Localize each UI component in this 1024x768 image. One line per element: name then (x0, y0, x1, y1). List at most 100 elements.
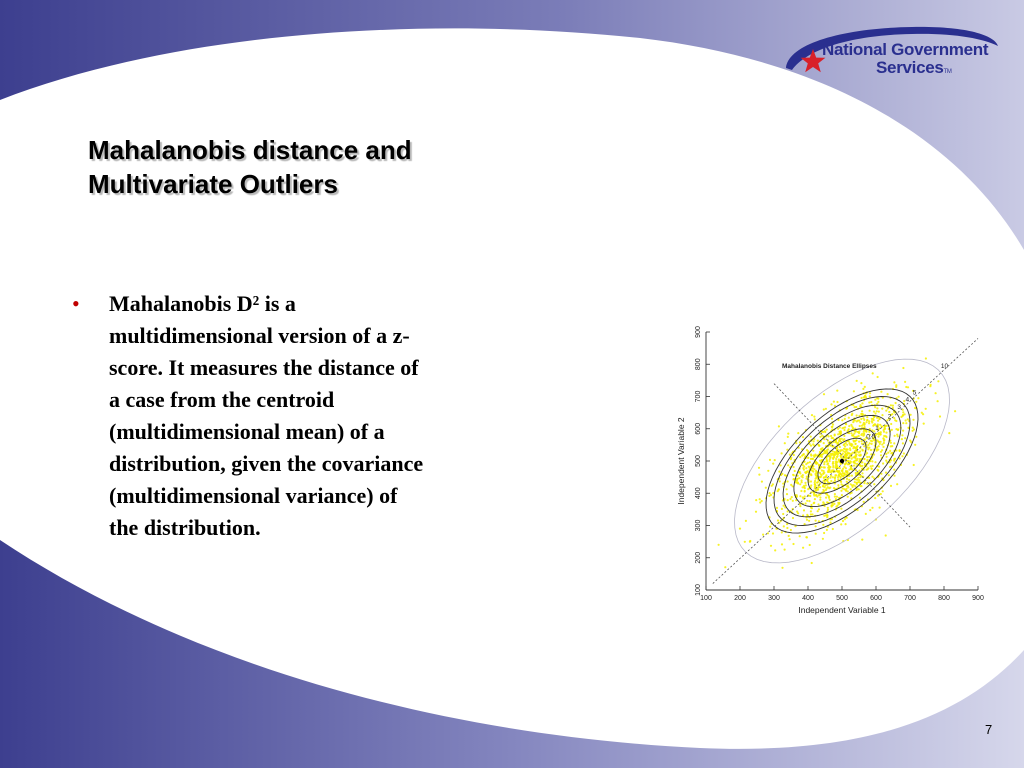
scatter-point (852, 447, 855, 450)
scatter-point (870, 417, 873, 420)
scatter-point (904, 380, 907, 383)
scatter-point (820, 469, 823, 472)
scatter-point (873, 415, 876, 419)
scatter-point (848, 452, 851, 455)
scatter-point (879, 423, 882, 426)
scatter-point (826, 508, 830, 511)
scatter-point (850, 413, 853, 417)
scatter-point (929, 385, 932, 388)
scatter-point (805, 536, 808, 539)
scatter-point (850, 457, 853, 460)
scatter-point (818, 444, 821, 447)
scatter-point (805, 463, 808, 466)
scatter-point (912, 418, 915, 421)
scatter-point (884, 534, 887, 537)
scatter-point (717, 543, 720, 546)
scatter-point (868, 446, 871, 449)
scatter-point (901, 442, 904, 445)
scatter-point (839, 454, 842, 457)
scatter-point (842, 467, 845, 470)
scatter-point (875, 432, 879, 435)
scatter-point (898, 457, 901, 460)
x-tick-label: 100 (700, 595, 712, 602)
scatter-point (808, 442, 811, 446)
scatter-point (833, 502, 836, 505)
scatter-point (854, 439, 857, 443)
scatter-point (808, 519, 811, 522)
scatter-point (855, 405, 858, 409)
scatter-point (834, 460, 837, 463)
scatter-point (810, 414, 814, 417)
scatter-point (809, 513, 812, 516)
scatter-point (849, 461, 852, 464)
scatter-point (885, 455, 888, 458)
scatter-point (938, 415, 942, 418)
scatter-point (880, 390, 883, 393)
scatter-point (922, 422, 925, 425)
scatter-point (868, 442, 871, 445)
scatter-point (868, 455, 871, 458)
scatter-point (877, 469, 880, 472)
scatter-point (792, 465, 795, 469)
scatter-point (823, 531, 826, 535)
scatter-point (893, 381, 896, 384)
scatter-point (844, 467, 847, 470)
scatter-point (853, 481, 856, 484)
scatter-point (846, 472, 849, 475)
scatter-point (845, 489, 848, 492)
scatter-point (911, 426, 914, 429)
scatter-point (815, 476, 818, 479)
scatter-point (833, 487, 836, 490)
scatter-point (902, 422, 905, 425)
scatter-point (764, 486, 767, 489)
scatter-point (882, 462, 885, 465)
scatter-point (800, 481, 803, 484)
scatter-point (812, 493, 816, 496)
scatter-point (856, 478, 859, 481)
scatter-point (866, 446, 869, 449)
scatter-point (832, 466, 835, 469)
scatter-point (827, 496, 831, 499)
scatter-point (832, 457, 835, 460)
scatter-point (770, 484, 773, 487)
ellipse-label: 0.5 (866, 434, 875, 441)
scatter-point (859, 476, 862, 479)
scatter-point (830, 434, 833, 438)
scatter-point (867, 467, 870, 470)
scatter-point (889, 441, 892, 444)
scatter-point (819, 435, 822, 438)
scatter-point (842, 426, 845, 429)
scatter-point (868, 395, 871, 398)
scatter-point (854, 471, 857, 475)
scatter-point (860, 485, 863, 488)
chart-title: Mahalanobis Distance Ellipses (782, 363, 877, 370)
scatter-point (855, 414, 858, 417)
scatter-point (820, 453, 823, 456)
scatter-point (875, 410, 878, 413)
star-icon (800, 49, 826, 73)
scatter-point (809, 444, 813, 447)
scatter-point (870, 442, 873, 445)
scatter-point (855, 459, 858, 462)
scatter-point (857, 481, 860, 484)
scatter-point (853, 455, 857, 458)
scatter-point (839, 475, 842, 478)
scatter-point (744, 519, 747, 522)
scatter-point (874, 497, 877, 500)
scatter-point (876, 425, 880, 428)
scatter-point (819, 496, 822, 499)
scatter-point (802, 453, 805, 456)
logo-services: Services (876, 58, 944, 77)
scatter-point (754, 510, 758, 513)
scatter-point (850, 423, 853, 426)
scatter-point (840, 489, 843, 492)
scatter-point (817, 503, 820, 506)
scatter-point (818, 455, 821, 458)
top-band (0, 0, 1024, 250)
scatter-point (860, 417, 863, 421)
scatter-point (816, 481, 819, 484)
scatter-point (842, 443, 845, 447)
scatter-point (822, 523, 825, 526)
scatter-point (829, 521, 832, 524)
scatter-point (768, 458, 772, 461)
